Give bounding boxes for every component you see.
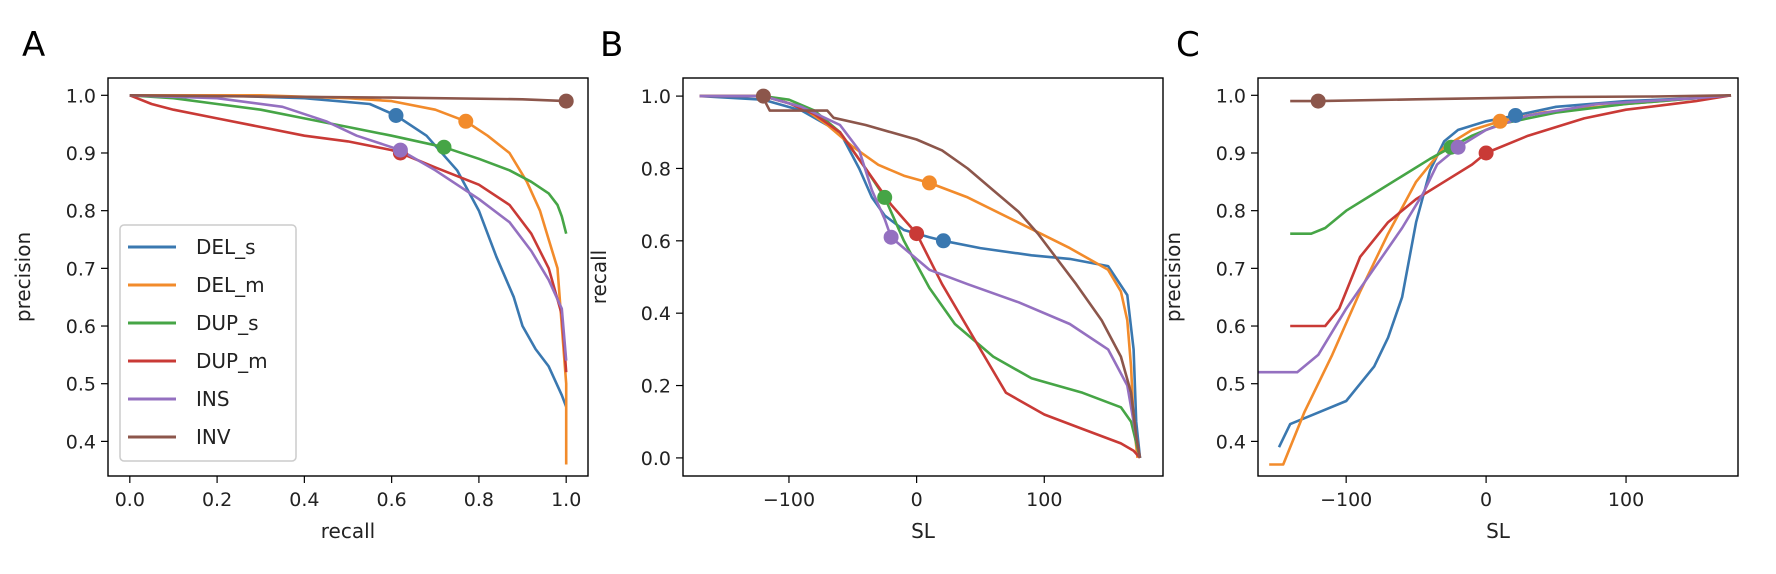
y-axis-label-a: precision xyxy=(11,232,35,322)
plot-frame-b xyxy=(682,77,1164,477)
marker-del-s-a xyxy=(388,108,404,123)
legend-label-dup-s: DUP_s xyxy=(196,311,259,335)
x-tick-label-a-2: 0.4 xyxy=(289,489,319,511)
series-line-dup-s-c xyxy=(1290,94,1732,235)
panel-letter-b: B xyxy=(600,25,623,65)
y-tick-label-c-0: 0.4 xyxy=(1216,431,1246,453)
panel-letter-a: A xyxy=(22,25,45,65)
y-tick-label-a-5: 0.9 xyxy=(66,143,96,165)
y-tick-label-c-2: 0.6 xyxy=(1216,316,1246,338)
marker-del-m-a xyxy=(458,113,474,129)
y-tick-label-b-2: 0.4 xyxy=(641,303,671,325)
series-line-del-s-b xyxy=(699,94,1142,459)
series-line-dup-m-b xyxy=(699,94,1141,459)
y-tick-label-c-5: 0.9 xyxy=(1216,143,1246,165)
marker-dup-m-b xyxy=(909,226,925,242)
legend-label-inv: INV xyxy=(196,425,231,449)
plot-frame-c xyxy=(1257,77,1739,477)
y-tick-label-a-3: 0.7 xyxy=(66,258,96,280)
y-tick-label-c-4: 0.8 xyxy=(1216,201,1246,223)
series-line-dup-m-c xyxy=(1290,94,1732,328)
x-tick-label-b-2: 100 xyxy=(1026,489,1062,511)
series-line-inv-a xyxy=(129,94,567,103)
series-line-ins-c xyxy=(1258,94,1732,374)
y-tick-label-a-4: 0.8 xyxy=(66,201,96,223)
x-tick-label-a-5: 1.0 xyxy=(551,489,581,511)
x-tick-label-a-4: 0.8 xyxy=(464,489,494,511)
x-tick-label-a-1: 0.2 xyxy=(202,489,232,511)
legend-label-del-m: DEL_m xyxy=(196,273,265,297)
y-tick-label-a-1: 0.5 xyxy=(66,374,96,396)
y-tick-label-a-6: 1.0 xyxy=(66,85,96,107)
chart-panel-c: −100 0 100 0.4 0.5 0.6 0.7 0.8 0.9 1.0 SL precision xyxy=(1161,77,1739,543)
legend: DEL_s DEL_m DUP_s DUP_m INS INV xyxy=(119,224,297,462)
legend-label-dup-m: DUP_m xyxy=(196,349,268,373)
y-tick-label-c-6: 1.0 xyxy=(1216,85,1246,107)
marker-dup-m-c xyxy=(1478,145,1494,161)
y-tick-label-b-0: 0.0 xyxy=(641,448,671,470)
legend-label-del-s: DEL_s xyxy=(196,235,256,259)
series-line-inv-b xyxy=(762,95,1142,459)
y-tick-label-a-0: 0.4 xyxy=(66,431,96,453)
x-tick-label-c-2: 100 xyxy=(1608,489,1644,511)
marker-del-s-b xyxy=(935,233,951,249)
series-line-del-m-b xyxy=(699,94,1139,459)
y-tick-label-b-1: 0.2 xyxy=(641,376,671,398)
y-axis-label-c: precision xyxy=(1161,232,1185,322)
legend-label-ins: INS xyxy=(196,387,230,411)
panel-letter-c: C xyxy=(1176,25,1200,65)
series-line-ins-a xyxy=(129,94,568,361)
marker-ins-a xyxy=(392,142,408,158)
x-tick-label-b-1: 0 xyxy=(911,489,923,511)
x-tick-label-c-1: 0 xyxy=(1480,489,1492,511)
series-group-b xyxy=(699,94,1142,459)
plot-frame-a xyxy=(107,77,589,477)
marker-ins-c xyxy=(1450,139,1466,155)
y-tick-label-a-2: 0.6 xyxy=(66,316,96,338)
y-tick-label-b-4: 0.8 xyxy=(641,158,671,180)
series-line-del-m-c xyxy=(1269,94,1732,466)
y-tick-label-c-3: 0.7 xyxy=(1216,258,1246,280)
y-tick-label-c-1: 0.5 xyxy=(1216,374,1246,396)
y-tick-label-b-5: 1.0 xyxy=(641,86,671,108)
chart-panel-b: −100 0 100 0.0 0.2 0.4 0.6 0.8 1.0 SL recall xyxy=(587,77,1164,543)
marker-dup-s-a xyxy=(436,139,452,155)
marker-inv-b xyxy=(755,88,771,104)
marker-del-m-b xyxy=(921,175,937,191)
series-line-del-s-a xyxy=(129,94,568,408)
x-tick-label-a-0: 0.0 xyxy=(115,489,145,511)
series-line-dup-s-b xyxy=(699,94,1142,459)
x-tick-label-c-0: −100 xyxy=(1320,489,1372,511)
x-tick-label-a-3: 0.6 xyxy=(377,489,407,511)
marker-ins-b xyxy=(883,229,899,245)
marker-dup-s-b xyxy=(877,189,893,205)
y-tick-label-b-3: 0.6 xyxy=(641,231,671,253)
marker-del-m-c xyxy=(1492,113,1508,129)
marker-inv-a xyxy=(558,93,574,109)
y-axis-label-b: recall xyxy=(587,250,611,304)
x-axis-label-c: SL xyxy=(1486,519,1511,543)
x-axis-label-b: SL xyxy=(911,519,936,543)
chart-panel-a: 0.0 0.2 0.4 0.6 0.8 1.0 0.4 0.5 0.6 0.7 0.8 0.9 1.0 r… xyxy=(11,77,589,543)
series-line-del-s-c xyxy=(1277,94,1732,448)
marker-inv-c xyxy=(1310,93,1326,109)
series-line-ins-b xyxy=(699,94,1142,459)
x-axis-label-a: recall xyxy=(321,519,375,543)
x-tick-label-b-0: −100 xyxy=(763,489,815,511)
series-line-dup-s-a xyxy=(129,94,568,235)
marker-del-s-c xyxy=(1508,108,1523,123)
